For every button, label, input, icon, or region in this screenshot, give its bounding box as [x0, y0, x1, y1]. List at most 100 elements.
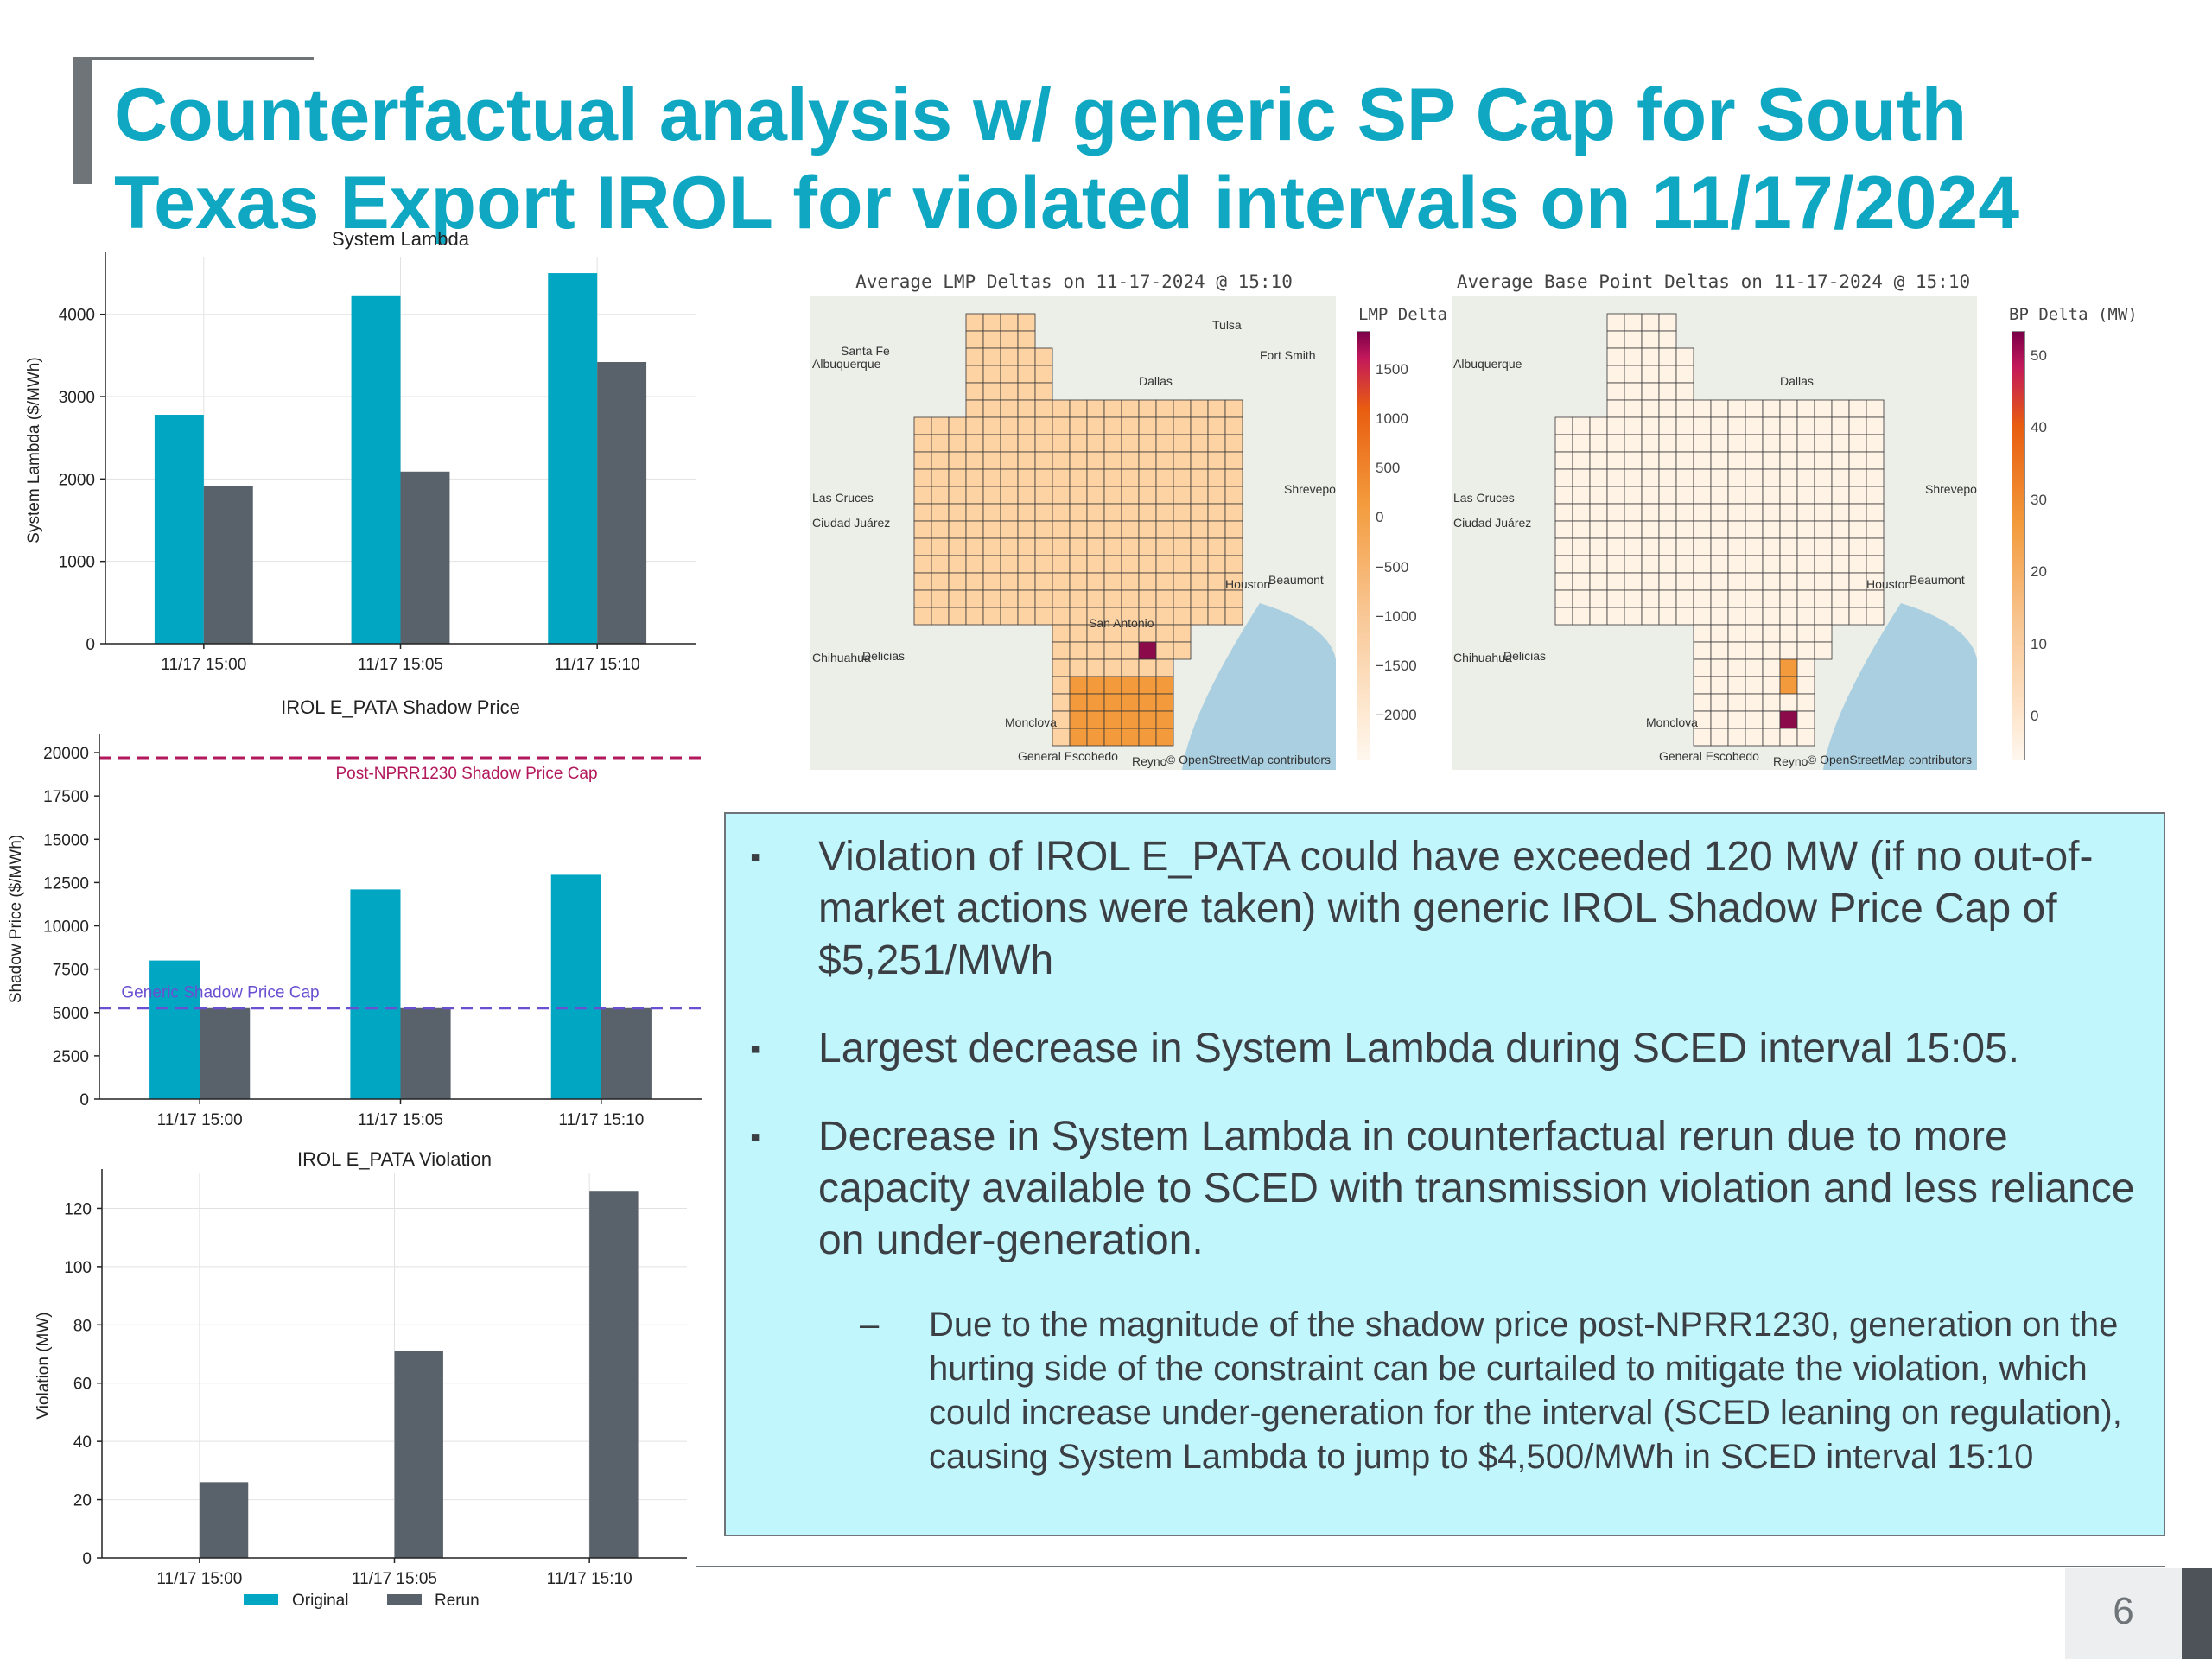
county-shape	[1069, 710, 1088, 729]
county-shape	[1086, 486, 1105, 505]
county-shape	[948, 486, 967, 505]
county-shape	[1086, 693, 1105, 712]
county-shape	[1138, 416, 1157, 435]
county-shape	[1155, 555, 1174, 574]
gulf-water	[1182, 603, 1336, 770]
county-shape	[1052, 641, 1071, 660]
county-shape	[948, 468, 967, 487]
page-number: 6	[2113, 1590, 2134, 1632]
county-shape	[1831, 607, 1850, 626]
county-shape	[1831, 434, 1850, 453]
county-shape	[1624, 365, 1643, 384]
county-shape	[1848, 503, 1867, 522]
county-shape	[1554, 520, 1573, 539]
county-shape	[1034, 468, 1053, 487]
county-shape	[1624, 572, 1643, 591]
county-shape	[1103, 572, 1122, 591]
county-shape	[1710, 676, 1729, 695]
county-shape	[1641, 347, 1660, 366]
county-shape	[1069, 520, 1088, 539]
y-tick-label: 17500	[43, 788, 89, 806]
reference-line-label: Generic Shadow Price Cap	[121, 984, 319, 1002]
county-shape	[982, 434, 1001, 453]
county-shape	[1572, 486, 1591, 505]
county-shape	[1207, 589, 1226, 608]
county-shape	[1606, 451, 1625, 470]
county-shape	[1675, 503, 1694, 522]
county-shape	[931, 572, 950, 591]
county-shape	[1796, 624, 1815, 643]
county-shape	[965, 434, 984, 453]
x-tick-label: 11/17 15:05	[352, 1570, 437, 1588]
county-shape	[965, 503, 984, 522]
county-shape	[913, 434, 932, 453]
legend-original-swatch	[244, 1594, 278, 1605]
county-shape	[1624, 589, 1643, 608]
county-shape	[1173, 624, 1192, 643]
county-shape	[1069, 658, 1088, 677]
county-shape	[1155, 676, 1174, 695]
lmp-delta-map-title: Average LMP Deltas on 11-17-2024 @ 15:10	[855, 271, 1293, 292]
y-tick-label: 7500	[53, 962, 89, 980]
county-shape	[1138, 589, 1157, 608]
county-shape	[1138, 555, 1157, 574]
county-shape	[931, 434, 950, 453]
page-number-box	[2065, 1568, 2182, 1659]
county-shape	[1606, 313, 1625, 332]
place-label: San Antonio	[1089, 616, 1154, 630]
slide-title: Counterfactual analysis w/ generic SP Ca…	[114, 71, 2101, 247]
county-shape	[1589, 434, 1608, 453]
county-shape	[1173, 503, 1192, 522]
county-shape	[1641, 572, 1660, 591]
county-shape	[1658, 399, 1677, 418]
county-shape	[1658, 365, 1677, 384]
county-shape	[1086, 658, 1105, 677]
county-shape	[1745, 641, 1764, 660]
county-shape	[1138, 676, 1157, 695]
county-shape	[1675, 486, 1694, 505]
county-shape	[1589, 468, 1608, 487]
footer-rule	[696, 1566, 2165, 1567]
y-axis-label: System Lambda ($/MWh)	[25, 357, 43, 543]
county-shape	[1155, 503, 1174, 522]
county-shape	[1848, 572, 1867, 591]
county-shape	[1762, 468, 1781, 487]
county-shape	[1086, 520, 1105, 539]
county-shape	[1086, 572, 1105, 591]
place-label: Houston	[1225, 577, 1271, 591]
county-shape	[1086, 555, 1105, 574]
county-shape	[982, 486, 1001, 505]
county-shape	[965, 555, 984, 574]
county-shape	[1624, 468, 1643, 487]
county-shape	[1173, 555, 1192, 574]
y-tick-label: 0	[82, 1550, 92, 1568]
county-shape	[1606, 434, 1625, 453]
county-shape	[1866, 486, 1885, 505]
county-shape	[1155, 589, 1174, 608]
county-shape	[948, 537, 967, 556]
county-shape	[1624, 486, 1643, 505]
county-shape	[1155, 416, 1174, 435]
county-shape	[1727, 624, 1746, 643]
colorbar-tick-label: 50	[2031, 347, 2047, 364]
county-shape	[1796, 486, 1815, 505]
county-shape	[1814, 416, 1833, 435]
county-shape	[1155, 520, 1174, 539]
county-shape	[1848, 537, 1867, 556]
bullet-item: ▪ Violation of IROL E_PATA could have exc…	[726, 831, 2138, 987]
county-shape	[1589, 607, 1608, 626]
county-shape	[1745, 555, 1764, 574]
county-shape	[1710, 658, 1729, 677]
county-shape	[1779, 589, 1798, 608]
county-shape	[913, 555, 932, 574]
place-label: Albuquerque	[1453, 357, 1522, 371]
county-shape	[1000, 451, 1019, 470]
county-shape	[1069, 555, 1088, 574]
county-shape	[1173, 434, 1192, 453]
county-shape	[1034, 382, 1053, 401]
county-shape	[1762, 520, 1781, 539]
county-shape	[1624, 330, 1643, 349]
county-shape	[1069, 537, 1088, 556]
county-shape	[1866, 607, 1885, 626]
county-shape	[1086, 468, 1105, 487]
